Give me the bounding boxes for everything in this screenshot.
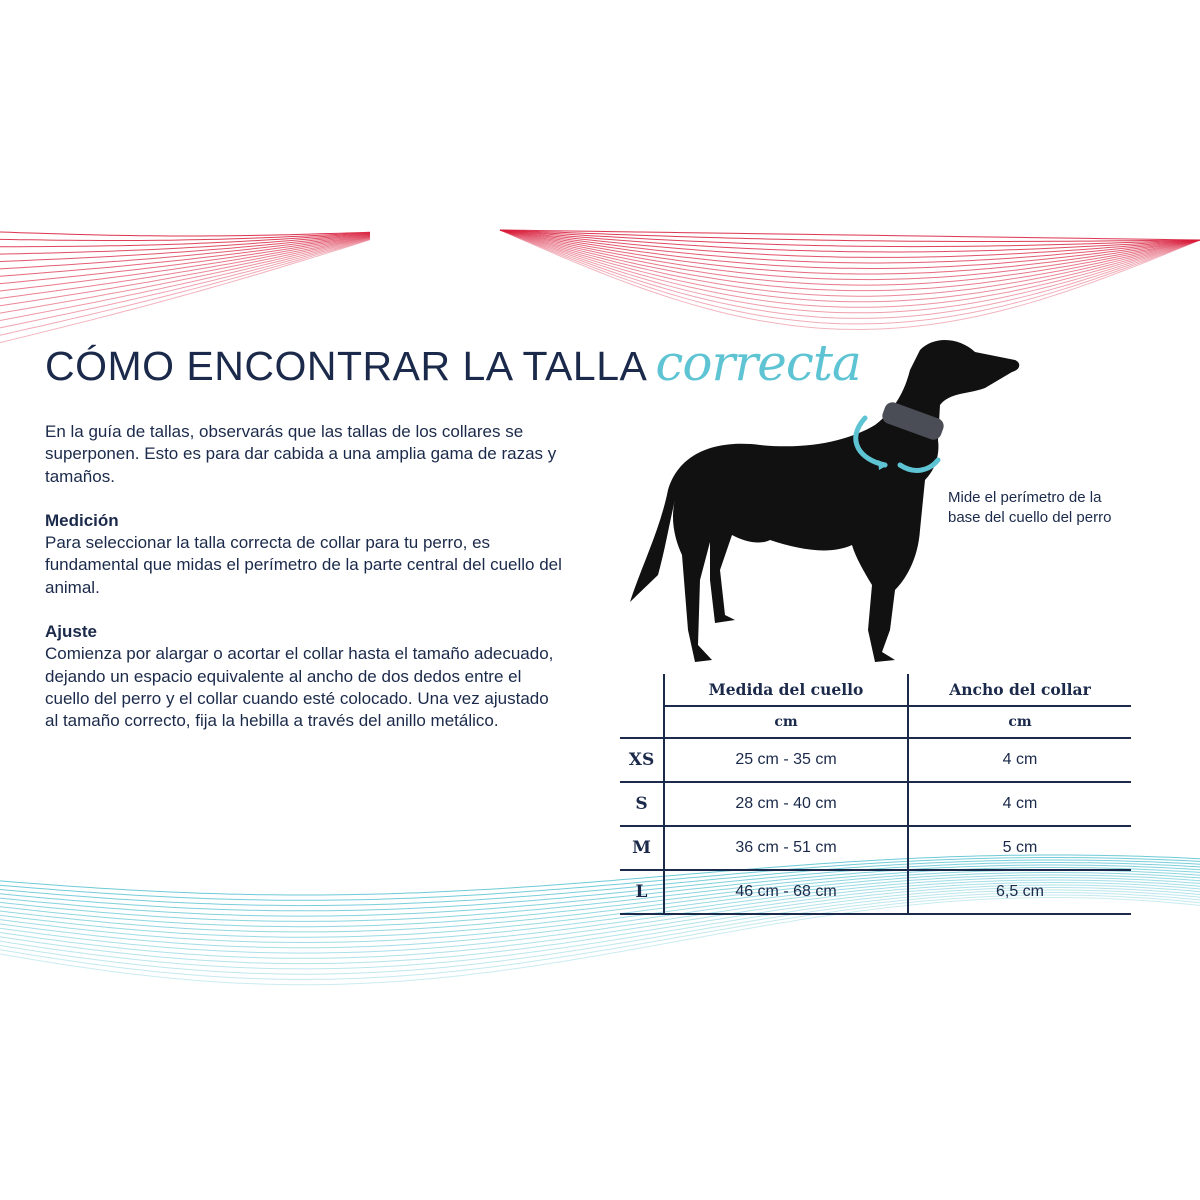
wave-line-red-left [0,233,371,255]
collar-width: 6,5 cm [907,869,1131,915]
wave-line-red-left [0,235,371,285]
unit-width: cm [907,705,1131,738]
wave-line-red-right [499,229,1200,248]
table-row: M 36 cm - 51 cm 5 cm [620,825,1131,870]
table-row: XS 25 cm - 35 cm 4 cm [620,737,1131,782]
neck-range: 36 cm - 51 cm [663,825,908,870]
intro-text: En la guía de tallas, observarás que las… [45,422,557,486]
size-table: Medida del cuello Ancho del collar cm cm… [620,674,1131,915]
caption-line-2: base del cuello del perro [948,509,1112,526]
wave-line-red-left [0,238,371,336]
wave-line-red-right [499,229,1200,319]
collar-width: 4 cm [907,737,1131,782]
wave-line-red-right [499,229,1200,281]
collar-width: 4 cm [907,781,1131,826]
size-label: M [620,825,664,870]
wave-line-red-left [0,238,371,329]
wave-line-red-left [0,232,371,241]
size-label: S [620,781,664,826]
title-accent: correcta [655,334,861,392]
table-row: L 46 cm - 68 cm 6,5 cm [620,869,1131,915]
caption-line-1: Mide el perímetro de la [948,489,1102,506]
table-header-row: Medida del cuello Ancho del collar [620,674,1131,706]
wave-line-red-right [499,229,1200,297]
wave-line-red-right [499,229,1200,325]
dog-illustration [630,340,1020,662]
header-width: Ancho del collar [907,674,1131,706]
section-text-ajuste: Comienza por alargar o acortar el collar… [45,644,554,731]
wave-line-red-left [0,235,371,292]
wave-line-red-right [499,229,1200,258]
section-heading-ajuste: Ajuste [45,622,97,642]
wave-line-red-right [499,229,1200,242]
page-title: CÓMO ENCONTRAR LA TALLA correcta [45,334,862,392]
wave-line-red-left [0,233,371,262]
wave-line-red-right [499,229,1200,264]
wave-line-red-right [499,229,1200,331]
size-label: L [620,869,664,915]
measure-caption: Mide el perímetro de la base del cuello … [948,488,1111,528]
section-text-medicion: Para seleccionar la talla correcta de co… [45,533,562,597]
unit-neck: cm [663,705,908,738]
wave-line-red-right [499,229,1200,303]
collar-width: 5 cm [907,825,1131,870]
size-label: XS [620,737,664,782]
neck-range: 25 cm - 35 cm [663,737,908,782]
wave-line-red-left [0,239,371,344]
wave-line-red-left [0,237,371,321]
instructions: En la guía de tallas, observarás que las… [45,421,565,755]
table-row: S 28 cm - 40 cm 4 cm [620,781,1131,826]
wave-line-red-right [499,229,1200,286]
wave-line-red-right [499,229,1200,241]
title-main: CÓMO ENCONTRAR LA TALLA [45,343,648,389]
header-neck: Medida del cuello [663,674,908,706]
wave-line-red-left [0,231,371,237]
wave-line-red-left [0,234,371,277]
wave-line-red-left [0,236,371,299]
table-unit-row: cm cm [620,705,1131,738]
section-heading-medicion: Medición [45,510,119,530]
neck-range: 46 cm - 68 cm [663,869,908,915]
wave-line-red-right [499,229,1200,253]
wave-line-red-left [0,234,371,270]
wave-line-red-right [499,229,1200,269]
wave-line-red-right [499,229,1200,292]
wave-line-red-left [0,232,371,248]
wave-line-red-right [499,229,1200,308]
wave-line-red-right [499,229,1200,314]
wave-line-red-left [0,237,371,314]
wave-line-red-left [0,236,371,307]
wave-line-red-right [499,229,1200,275]
neck-range: 28 cm - 40 cm [663,781,908,826]
